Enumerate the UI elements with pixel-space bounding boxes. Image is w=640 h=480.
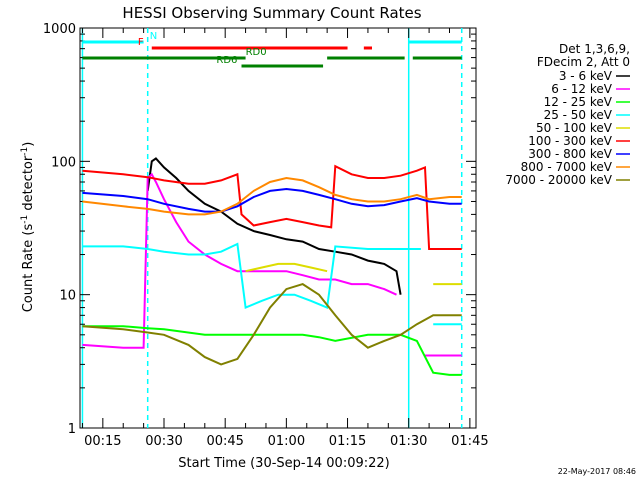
series-line-6 bbox=[82, 187, 462, 213]
flag-label-rd0: RD0 bbox=[246, 47, 267, 58]
x-tick-label: 00:15 bbox=[84, 434, 121, 449]
x-tick-label: 01:30 bbox=[390, 434, 427, 449]
x-tick-label: 00:45 bbox=[206, 434, 243, 449]
y-tick-label: 1 bbox=[68, 422, 76, 437]
legend-entry-label: 6 - 12 keV bbox=[551, 82, 613, 96]
series-line-8 bbox=[82, 283, 462, 366]
legend-entry-label: 100 - 300 keV bbox=[528, 134, 612, 148]
series-line-4 bbox=[245, 262, 328, 273]
legend-entry-label: 7000 - 20000 keV bbox=[505, 173, 612, 187]
series-line-7 bbox=[82, 176, 462, 216]
legend-entry-label: 12 - 25 keV bbox=[544, 95, 613, 109]
y-axis-label-end: ) bbox=[21, 142, 36, 147]
y-axis-label-sup2: -1 bbox=[20, 147, 30, 156]
x-tick-label: 01:00 bbox=[268, 434, 305, 449]
series-line-3 bbox=[82, 242, 421, 310]
series-line-0 bbox=[146, 157, 402, 295]
x-axis-label: Start Time (30-Sep-14 00:09:22) bbox=[178, 456, 389, 471]
legend-entry-label: 800 - 7000 keV bbox=[521, 160, 613, 174]
legend-header-line-2: FDecim 2, Att 0 bbox=[537, 55, 630, 69]
footer-date: 22-May-2017 08:46 bbox=[558, 467, 636, 476]
y-axis-label-sup1: -1 bbox=[20, 215, 30, 224]
y-tick-label: 10 bbox=[59, 289, 76, 304]
x-tick-label: 01:45 bbox=[451, 434, 488, 449]
legend-entry-label: 3 - 6 keV bbox=[559, 69, 613, 83]
x-tick-label: 00:30 bbox=[145, 434, 182, 449]
y-tick-label: 1000 bbox=[43, 22, 76, 37]
y-tick-label: 100 bbox=[51, 155, 76, 170]
plot-frame bbox=[79, 27, 477, 429]
x-tick-label: 01:15 bbox=[329, 434, 366, 449]
legend-entry-label: 300 - 800 keV bbox=[528, 147, 612, 161]
flag-label-f: F bbox=[138, 37, 144, 48]
series-line-1 bbox=[82, 172, 397, 349]
y-axis-label-main: Count Rate (s bbox=[21, 224, 36, 313]
series-line-5 bbox=[82, 164, 462, 250]
y-axis-label: Count Rate (s-1 detector-1) bbox=[20, 142, 36, 313]
legend-header-line-1: Det 1,3,6,9, bbox=[559, 42, 630, 56]
y-axis-label-mid: detector bbox=[21, 155, 36, 215]
legend-entry-label: 25 - 50 keV bbox=[544, 108, 613, 122]
flag-label-rd6: RD6 bbox=[216, 55, 237, 66]
flag-label-n: N bbox=[150, 31, 157, 42]
series-line-2 bbox=[82, 325, 462, 376]
plot-layer: 1 10 100 1000 00:15 00:30 00:45 01:00 01:15 01:30… bbox=[43, 22, 489, 449]
chart-title: HESSI Observing Summary Count Rates bbox=[122, 4, 421, 22]
legend-entry-label: 50 - 100 keV bbox=[536, 121, 613, 135]
